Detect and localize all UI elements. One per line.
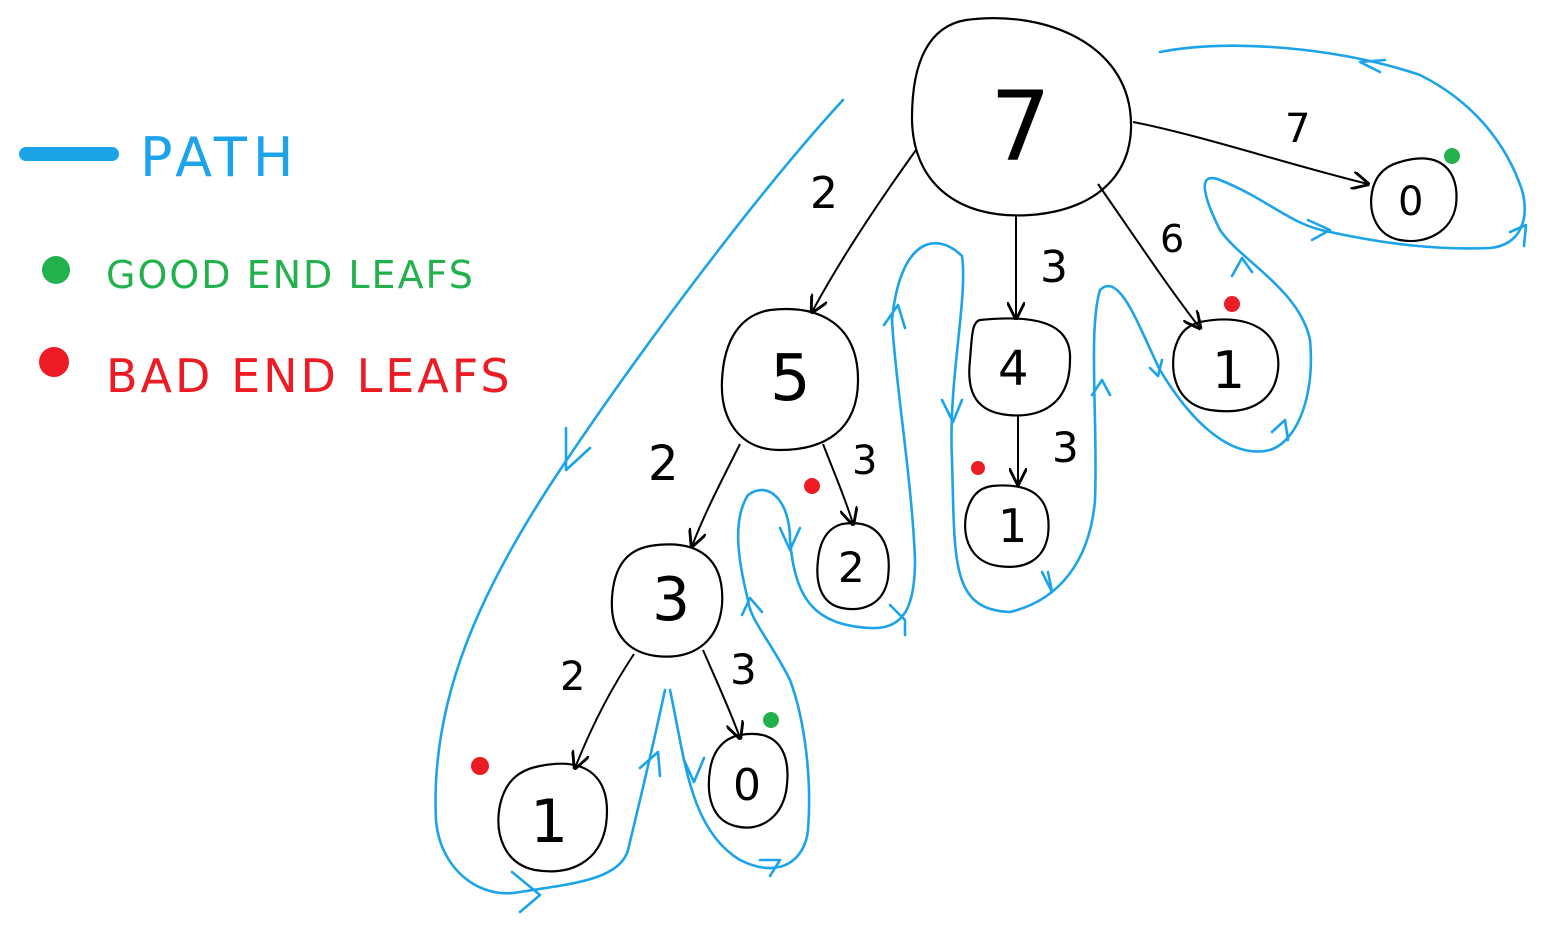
path-arrowhead-8 xyxy=(888,603,907,637)
path-arrowhead-4 xyxy=(682,756,706,784)
path-arrowhead-3 xyxy=(638,750,662,778)
node-1-right: 1 xyxy=(1172,318,1280,413)
edge-label-4-1: 3 xyxy=(1052,423,1079,472)
edge-label-5-3: 2 xyxy=(648,436,679,492)
path-arrowhead-9 xyxy=(882,303,907,330)
edge-label-7-0: 7 xyxy=(1285,106,1310,152)
edge-5-to-3 xyxy=(692,443,741,546)
node-3-label: 3 xyxy=(652,565,690,635)
tree-edges xyxy=(575,121,1368,768)
path-arrowhead-14 xyxy=(1270,418,1290,442)
edge-label-3-0: 3 xyxy=(730,645,757,694)
path-arrowhead-15 xyxy=(1230,256,1254,278)
traversal-path xyxy=(434,44,1528,914)
node-2: 2 xyxy=(816,522,890,611)
node-1-middle: 1 xyxy=(964,484,1050,568)
good-leaf-marker xyxy=(1444,148,1460,164)
node-3: 3 xyxy=(610,543,724,658)
edge-7-to-5 xyxy=(812,149,917,312)
node-0-left-label: 0 xyxy=(733,760,761,811)
bad-leaf-marker xyxy=(471,757,489,775)
edge-5-to-2 xyxy=(822,443,853,524)
legend-good-label: GOOD END LEAFS xyxy=(106,253,475,297)
edge-label-7-5: 2 xyxy=(810,168,838,219)
path-segment-middle-low xyxy=(668,44,1526,870)
path-arrowhead-17 xyxy=(1508,223,1528,248)
path-arrowhead-2 xyxy=(510,870,542,914)
path-arrowhead-16 xyxy=(1306,218,1332,242)
path-arrowhead-1 xyxy=(564,426,592,472)
edge-label-7-4: 3 xyxy=(1040,242,1068,293)
node-0-right: 0 xyxy=(1370,157,1458,243)
edge-label-5-2: 3 xyxy=(852,438,877,484)
edge-labels: 2 3 6 7 2 3 3 2 3 xyxy=(560,106,1310,700)
path-arrowhead-12 xyxy=(1090,378,1112,397)
path-arrowhead-18 xyxy=(1358,58,1387,74)
edge-3-to-0 xyxy=(702,649,740,738)
node-5: 5 xyxy=(720,307,860,452)
path-arrowhead-7 xyxy=(778,526,802,552)
node-0-left: 0 xyxy=(707,732,789,829)
leaf-markers xyxy=(471,148,1460,775)
node-5-label: 5 xyxy=(770,342,811,416)
path-arrowhead-13 xyxy=(1148,358,1164,378)
edge-7-to-1 xyxy=(1097,183,1200,328)
path-arrowhead-6 xyxy=(740,596,764,617)
node-4-label: 4 xyxy=(998,341,1029,397)
legend: PATH GOOD END LEAFS BAD END LEAFS xyxy=(19,126,513,403)
path-arrowhead-10 xyxy=(940,398,964,424)
node-2-label: 2 xyxy=(838,543,865,592)
tree-nodes: 7 5 4 1 0 3 2 1 xyxy=(497,17,1458,873)
bad-leaf-marker xyxy=(1224,296,1240,312)
edge-label-7-1: 6 xyxy=(1160,217,1184,261)
bad-leaf-marker xyxy=(971,461,985,475)
legend-bad-label: BAD END LEAFS xyxy=(106,349,513,403)
edge-7-to-0 xyxy=(1132,121,1368,184)
node-4: 4 xyxy=(968,317,1072,417)
node-1-left-label: 1 xyxy=(530,787,568,857)
node-1-right-label: 1 xyxy=(1212,341,1245,401)
legend-good-dot xyxy=(42,256,70,284)
edge-3-to-1 xyxy=(575,653,635,768)
path-arrowhead-5 xyxy=(758,858,782,878)
node-1-left: 1 xyxy=(497,762,609,873)
node-0-right-label: 0 xyxy=(1398,179,1423,225)
path-segment-left-descent xyxy=(434,98,845,895)
path-arrowhead-11 xyxy=(1040,570,1054,594)
good-leaf-marker xyxy=(763,712,779,728)
node-7-label: 7 xyxy=(990,71,1051,183)
legend-bad-dot xyxy=(39,347,69,377)
node-7: 7 xyxy=(910,17,1133,217)
node-1-middle-label: 1 xyxy=(998,499,1027,553)
bad-leaf-marker xyxy=(804,478,820,494)
legend-path-label: PATH xyxy=(140,126,299,189)
edge-label-3-1: 2 xyxy=(560,654,585,700)
